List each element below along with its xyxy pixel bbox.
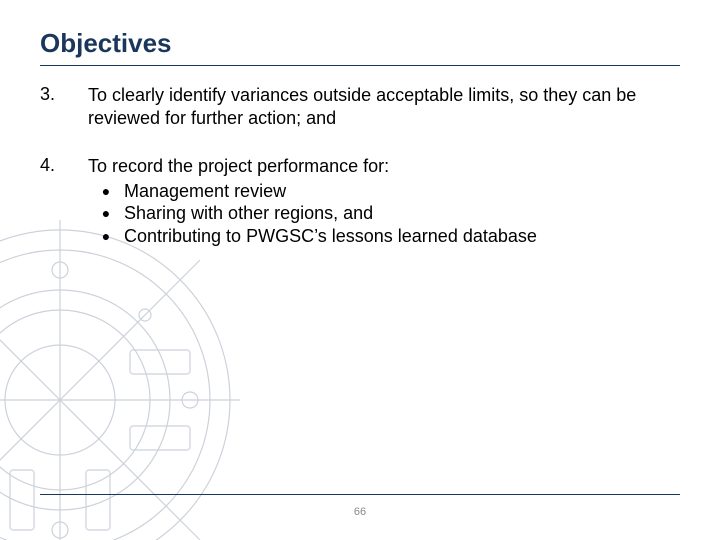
slide: Objectives 3. To clearly identify varian… <box>0 0 720 540</box>
objective-body: To record the project performance for: ●… <box>88 155 680 247</box>
objective-number: 4. <box>40 155 88 247</box>
bullet-icon: ● <box>88 180 124 203</box>
page-title: Objectives <box>40 28 680 59</box>
objective-text: To record the project performance for: <box>88 155 680 178</box>
bullet-icon: ● <box>88 202 124 225</box>
footer-divider <box>40 494 680 495</box>
title-divider <box>40 65 680 66</box>
objective-sublist: ● Management review ● Sharing with other… <box>88 180 680 248</box>
objective-item: 3. To clearly identify variances outside… <box>40 84 680 129</box>
objective-text: To clearly identify variances outside ac… <box>88 84 680 129</box>
sublist-text: Management review <box>124 180 680 203</box>
sublist-item: ● Management review <box>88 180 680 203</box>
background-blueprint-art <box>0 220 240 540</box>
objective-number: 3. <box>40 84 88 129</box>
bullet-icon: ● <box>88 225 124 248</box>
sublist-text: Sharing with other regions, and <box>124 202 680 225</box>
sublist-item: ● Sharing with other regions, and <box>88 202 680 225</box>
sublist-text: Contributing to PWGSC’s lessons learned … <box>124 225 680 248</box>
objective-item: 4. To record the project performance for… <box>40 155 680 247</box>
page-number: 66 <box>0 506 720 518</box>
sublist-item: ● Contributing to PWGSC’s lessons learne… <box>88 225 680 248</box>
